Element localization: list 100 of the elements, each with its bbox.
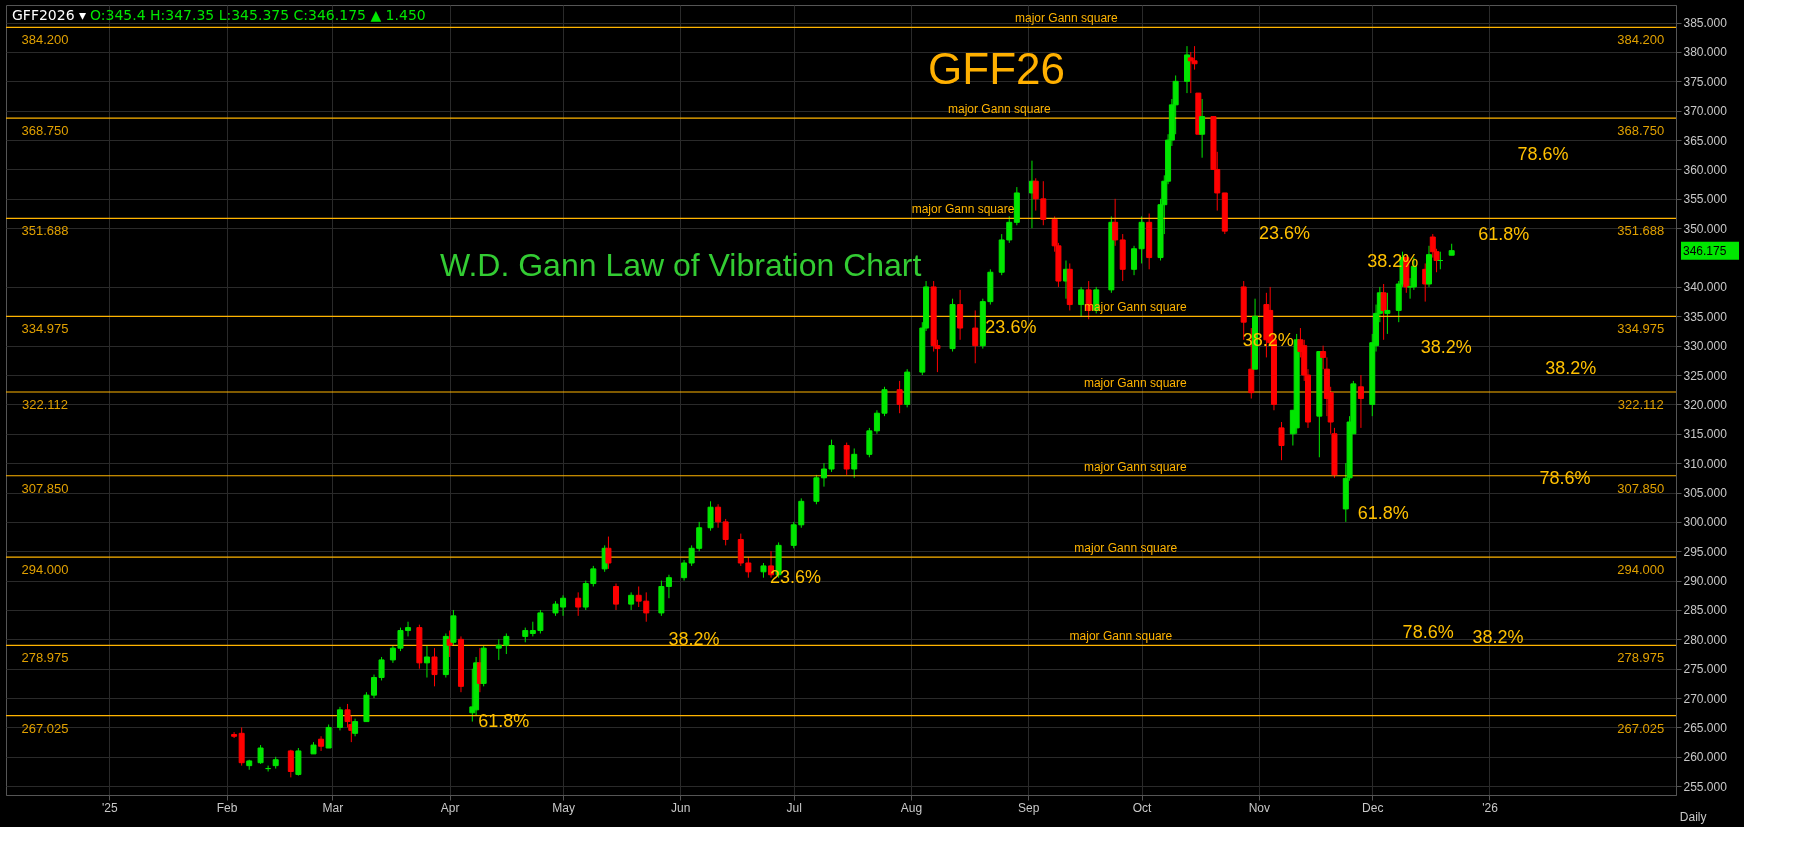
candlestick [972,309,979,364]
candlestick [257,744,264,765]
x-tick-label: Sep [1018,800,1040,815]
ref-line-label: major Gann square [911,202,1015,217]
y-tick-label: 325.000 [1683,368,1728,383]
text: GFF26 [928,44,1065,94]
x-tick-label: Feb [216,800,238,815]
annotation: 294.000 [21,562,69,578]
x-tick-label: Mar [322,800,344,815]
y-tick-label: 265.000 [1683,720,1728,735]
y-tick-label: 340.000 [1683,280,1728,295]
y-tick-label: 320.000 [1683,397,1728,412]
candlestick [605,536,612,570]
x-tick-label: Oct [1132,800,1153,815]
ref-line-label: major Gann square [1083,459,1187,474]
candlestick [896,380,903,414]
y-tick-label: 360.000 [1683,162,1728,177]
annotation: 322.112 [22,397,69,412]
y-tick-label: 330.000 [1683,339,1728,354]
y-tick-label: 275.000 [1683,662,1728,677]
text: W.D. Gann Law of Vibration Chart [439,247,922,284]
y-tick-label: 385.000 [1683,16,1728,31]
x-axis-title: Daily [1679,809,1707,824]
annotation: GFF2026 ▾ [12,7,87,23]
y-tick-label: 350.000 [1683,221,1728,236]
candlestick [318,735,325,752]
y-tick-label: 285.000 [1683,603,1728,618]
candlestick [843,442,850,476]
x-tick-label: '26 [1482,800,1499,815]
annotation: 294.000 [1617,562,1665,578]
candlestick [957,289,964,341]
x-tick-label: Apr [440,800,460,815]
annotation: O:345.4 H:347.35 L:345.375 C:346.175 ▲ 1.450 [90,7,426,23]
annotation: 267.025 [1617,720,1665,736]
annotation: 322.112 [1617,397,1664,412]
y-tick-label: 280.000 [1683,632,1728,647]
annotation: 334.975 [21,321,69,337]
annotation: 38.2% [1472,627,1524,648]
x-tick-label: May [552,800,575,815]
candlestick [1278,421,1285,461]
annotation: 23.6% [770,566,822,587]
candlestick [851,447,858,479]
candlestick [613,583,620,611]
ref-line-label: major Gann square [948,102,1052,117]
annotation: 61.8% [1357,502,1409,523]
y-tick-label: 355.000 [1683,192,1728,207]
y-tick-label: 310.000 [1683,456,1728,471]
candlestick [295,747,302,777]
y-tick-label: 305.000 [1683,486,1728,501]
annotation: 334.975 [1617,321,1665,337]
ref-line-label: major Gann square [1015,11,1119,26]
annotation: 307.850 [21,480,69,496]
y-tick-label: 270.000 [1683,691,1728,706]
text: 346.175 [1683,243,1727,258]
annotation: 38.2% [1420,336,1472,357]
y-tick-label: 295.000 [1683,544,1728,559]
annotation: 267.025 [21,720,69,736]
annotation: 278.975 [1617,650,1665,666]
annotation: 61.8% [1478,223,1530,244]
candlestick [1112,198,1119,247]
candlestick [1357,374,1364,429]
ref-line-label: major Gann square [1074,541,1178,556]
x-tick-label: '25 [101,800,118,815]
annotation: 23.6% [1259,222,1311,243]
annotation: 78.6% [1402,621,1454,642]
annotation: 38.2% [1545,357,1597,378]
candlestick [336,706,343,731]
y-tick-label: 335.000 [1683,309,1728,324]
candlestick [325,724,332,749]
annotation: 61.8% [478,710,530,731]
candlestick [231,731,238,739]
y-tick-label: 375.000 [1683,74,1728,89]
candlestick [575,591,582,617]
annotation: 307.850 [1617,480,1665,496]
ref-line-label: major Gann square [1069,629,1173,644]
x-tick-label: Jul [786,800,802,815]
candlestick [431,647,438,687]
annotation: 38.2% [668,629,720,650]
annotation: 351.688 [1617,223,1665,239]
x-tick-label: Jun [671,800,691,815]
candlestick [1078,286,1085,317]
y-tick-label: 300.000 [1683,515,1728,530]
candlestick [707,500,714,532]
annotation: 384.200 [1617,32,1665,48]
candlestick [423,644,430,679]
annotation: 351.688 [21,223,69,239]
y-tick-label: 290.000 [1683,574,1728,589]
y-tick-label: 260.000 [1683,750,1728,765]
y-tick-label: 315.000 [1683,427,1728,442]
candlestick [287,749,294,778]
y-tick-label: 365.000 [1683,133,1728,148]
y-tick-label: 380.000 [1683,45,1728,60]
annotation: 368.750 [21,123,69,139]
annotation: 384.200 [21,32,69,48]
y-tick-label: 255.000 [1683,779,1728,794]
x-tick-label: Aug [900,800,923,815]
candlestick [1199,98,1206,159]
candlestick [722,518,729,546]
annotation: 368.750 [1617,123,1665,139]
x-tick-label: Dec [1362,800,1384,815]
